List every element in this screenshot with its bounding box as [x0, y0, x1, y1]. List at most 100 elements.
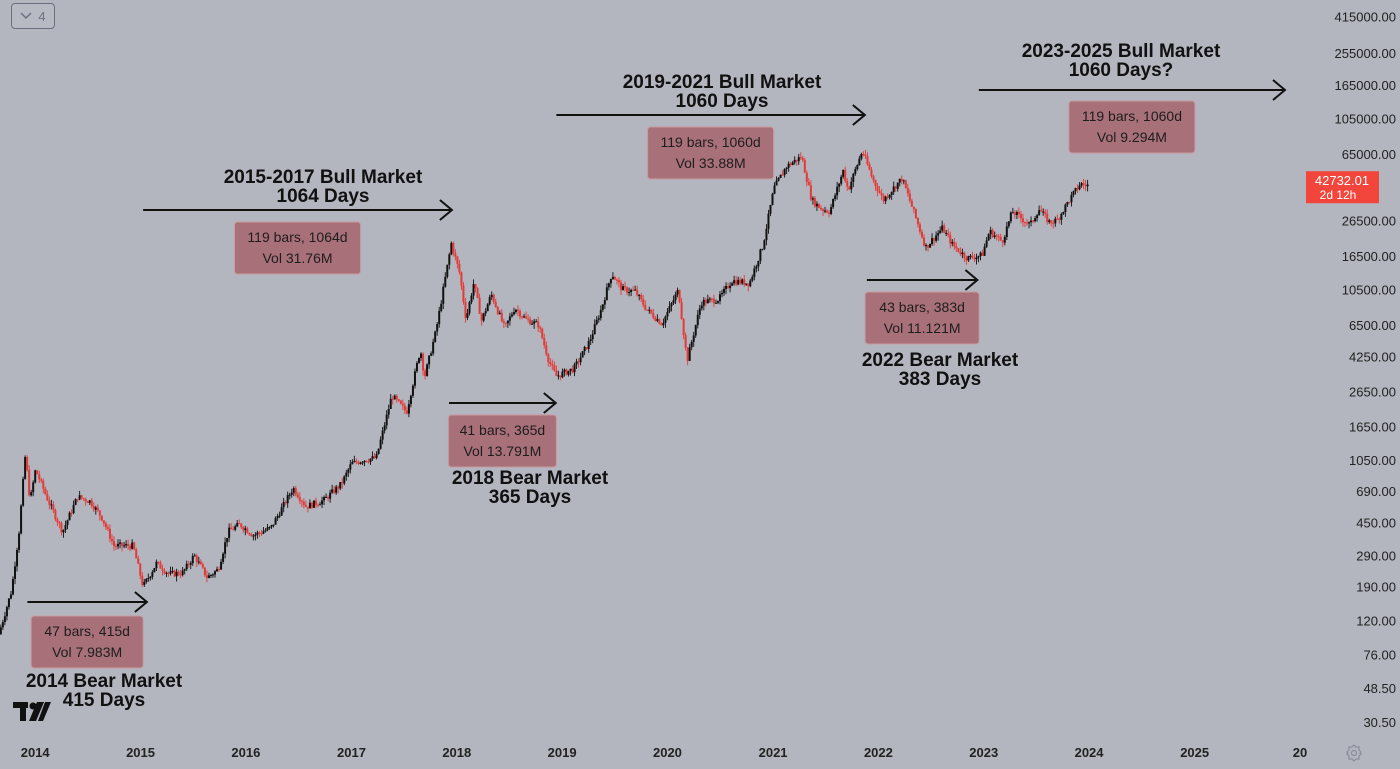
candle-body: [434, 331, 437, 342]
collapse-button[interactable]: 4: [11, 3, 55, 29]
candle-body: [68, 512, 71, 521]
candle-body: [969, 255, 972, 257]
candle-body: [541, 328, 544, 339]
candle-body: [737, 279, 740, 285]
collapse-count: 4: [38, 8, 46, 24]
candle-body: [704, 299, 707, 304]
range-bars-label: 119 bars, 1064d: [247, 229, 347, 245]
candle-body: [238, 523, 241, 525]
price-axis[interactable]: 415000.00 255000.00 165000.00 105000.00 6500…: [1335, 10, 1396, 731]
y-tick-label: 10500.00: [1342, 282, 1396, 297]
candle-body: [444, 276, 447, 287]
candle-body: [22, 478, 25, 506]
candle-body: [28, 469, 31, 496]
candle-body: [912, 206, 915, 210]
candle-body: [197, 561, 200, 563]
chevron-down-icon: [20, 12, 32, 20]
candle-body: [587, 341, 590, 350]
candle-body: [607, 283, 610, 288]
y-tick-label: 255000.00: [1335, 46, 1396, 61]
candle-body: [296, 494, 299, 498]
candle-body: [720, 292, 723, 295]
candle-body: [815, 203, 818, 207]
candle-body: [484, 311, 487, 314]
candle-body: [743, 279, 746, 285]
candle-body: [723, 288, 726, 293]
candle-body: [537, 321, 540, 328]
candle-body: [355, 460, 358, 463]
candle-body: [745, 283, 748, 285]
candle-body: [448, 254, 451, 265]
candle-body: [900, 178, 903, 182]
candle-body: [680, 302, 683, 319]
candle-body: [727, 285, 730, 289]
candle-body: [175, 571, 178, 577]
candle-body: [7, 598, 10, 608]
y-tick-label: 65000.00: [1342, 147, 1396, 162]
candle-body: [872, 176, 875, 181]
candle-body: [1021, 218, 1024, 223]
candle-body: [955, 246, 958, 249]
candle-body: [506, 320, 509, 324]
annotation-title: 2023-2025 Bull Market: [1022, 41, 1221, 62]
candle-body: [906, 188, 909, 194]
candle-body: [234, 526, 237, 530]
candle-body: [599, 309, 602, 319]
candle-body: [288, 494, 291, 496]
candle-body: [918, 224, 921, 232]
tradingview-logo[interactable]: [12, 699, 52, 723]
candle-body: [1013, 212, 1016, 215]
candle-body: [432, 341, 435, 354]
candle-body: [583, 347, 586, 352]
candle-body: [1054, 218, 1057, 224]
candle-body: [46, 493, 49, 501]
candle-body: [300, 500, 303, 503]
candle-body: [90, 500, 93, 507]
candle-body: [674, 294, 677, 301]
arrow-head: [964, 269, 979, 291]
gear-icon[interactable]: [1345, 744, 1363, 762]
candle-body: [56, 519, 59, 523]
candle-body: [504, 322, 507, 324]
annotation-title: 2018 Bear Market: [452, 468, 609, 489]
candle-body: [145, 578, 148, 582]
candle-body: [561, 371, 564, 378]
candle-body: [282, 501, 285, 508]
time-axis[interactable]: 2014 2015 2016 2017 2018 2019 2020 2021 2022 2023…: [21, 745, 1307, 760]
candle-body: [987, 234, 990, 241]
candle-body: [426, 364, 429, 376]
candle-body: [30, 492, 33, 496]
range-info-box: [30, 615, 144, 669]
candle-body: [165, 572, 168, 574]
candle-body: [395, 395, 398, 400]
x-tick-label: 2018: [442, 745, 471, 760]
candle-body: [791, 162, 794, 165]
candle-body: [811, 198, 814, 200]
candle-body: [615, 279, 618, 281]
candle-body: [753, 268, 756, 277]
x-tick-label: 2014: [21, 745, 51, 760]
candle-body: [86, 501, 89, 503]
candle-body: [521, 316, 524, 318]
candle-body: [84, 498, 87, 502]
candle-body: [442, 286, 445, 304]
candle-body: [48, 500, 51, 505]
candle-body: [1019, 214, 1022, 219]
range-info-box: [447, 414, 557, 468]
candle-body: [26, 457, 29, 470]
candle-body: [494, 302, 497, 308]
candle-body: [409, 395, 412, 405]
candle-body: [977, 256, 980, 258]
candle-body: [446, 264, 449, 277]
candle-body: [436, 324, 439, 332]
candle-body: [757, 261, 760, 267]
candle-body: [240, 523, 243, 528]
candle-body: [591, 334, 594, 340]
candle-body: [993, 235, 996, 237]
candle-body: [254, 534, 257, 536]
candle-body: [270, 525, 273, 527]
candle-body: [20, 505, 23, 534]
candle-body: [337, 486, 340, 489]
candle-body: [1007, 221, 1010, 227]
